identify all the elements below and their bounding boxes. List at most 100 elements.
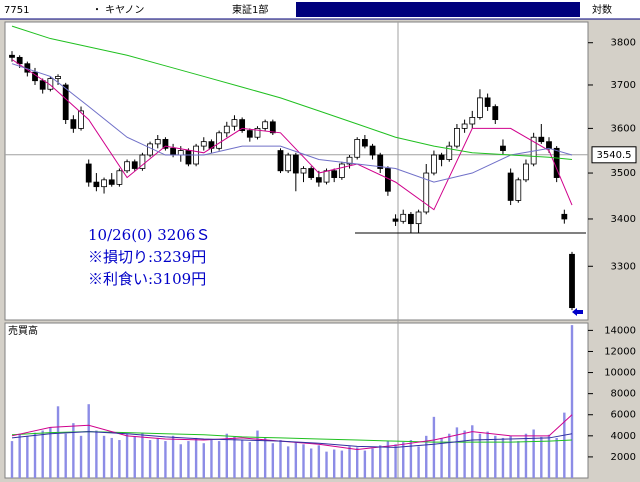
volume-bar: [110, 437, 113, 478]
volume-bar: [217, 441, 221, 478]
candle-body: [124, 161, 130, 172]
code: 7751: [4, 5, 29, 16]
volume-bar: [309, 448, 313, 478]
candle-body: [200, 141, 207, 147]
volume-bar: [440, 437, 443, 478]
annotation: ※損切り:3239円: [88, 248, 206, 266]
candle-body: [361, 139, 368, 147]
y-tick-label: 3600: [611, 123, 636, 134]
candle-body: [377, 154, 384, 169]
volume-bar: [95, 430, 98, 478]
candle-body: [507, 172, 514, 201]
volume-bar: [448, 433, 451, 478]
volume-bar: [478, 433, 482, 478]
y-tick-label: 4000: [611, 431, 636, 442]
candle-body: [438, 154, 445, 160]
volume-bar: [501, 437, 505, 478]
candle-body: [16, 56, 23, 65]
scale: 対数: [592, 3, 612, 16]
volume-bar: [532, 429, 535, 478]
volume-bar: [72, 423, 75, 478]
candle-body: [477, 97, 483, 118]
volume-bar: [356, 447, 359, 478]
volume-bar: [294, 442, 298, 478]
volume-bar: [18, 433, 21, 478]
candle-body: [400, 213, 407, 222]
candle-body: [154, 139, 161, 145]
candle-body: [108, 179, 115, 185]
candle-body: [246, 130, 253, 138]
volume-bar: [210, 438, 213, 478]
volume-bar: [348, 446, 351, 478]
candle-body: [131, 161, 138, 169]
y-tick-label: 3400: [611, 214, 636, 225]
arrow: [572, 308, 583, 316]
volume-bar: [240, 440, 244, 478]
volume-bar: [102, 435, 106, 478]
volume-bar: [540, 436, 543, 478]
volume-bar: [148, 440, 152, 478]
volume-bar: [279, 440, 282, 478]
volume-bar: [87, 404, 90, 478]
volume-bar: [547, 434, 551, 478]
candle-body: [523, 163, 529, 181]
volume-bar: [56, 406, 60, 478]
candle-body: [569, 253, 575, 309]
candle-body: [277, 150, 284, 172]
candle-body: [538, 136, 545, 143]
candle-body: [116, 170, 123, 185]
y-tick-label: 2000: [611, 452, 636, 463]
candle-body: [39, 80, 46, 90]
y-tick-label: 14000: [604, 325, 636, 336]
candle-body: [515, 179, 522, 201]
candle-body: [231, 119, 238, 127]
candle-body: [331, 170, 338, 178]
y-tick-label: 8000: [611, 389, 636, 400]
volume-bar: [570, 325, 574, 478]
candle-body: [254, 127, 261, 138]
volume-bar: [371, 448, 374, 478]
volume-bar: [271, 443, 275, 478]
volume-bar: [64, 433, 67, 478]
candle-body: [62, 84, 69, 121]
candle-body: [9, 54, 15, 58]
candle-body: [177, 150, 184, 156]
panel-title: 売買高: [8, 324, 38, 337]
volume-bar: [332, 449, 336, 478]
volume-bar: [26, 435, 29, 478]
header-band: [296, 2, 580, 17]
volume-bar: [171, 435, 175, 478]
candle-body: [170, 147, 176, 156]
volume-bar: [555, 437, 558, 478]
volume-bar: [118, 440, 121, 478]
volume-bar: [125, 433, 129, 478]
candle-body: [308, 168, 315, 178]
volume-bar: [233, 436, 236, 478]
volume-bar: [425, 435, 428, 478]
candle-body: [139, 154, 146, 169]
candle-body: [292, 154, 299, 174]
volume-bar: [141, 432, 144, 478]
volume-bar: [517, 441, 520, 478]
moving-average: [11, 63, 573, 183]
candle-body: [484, 97, 491, 107]
candle-body: [269, 121, 276, 134]
candle-body: [162, 139, 169, 149]
volume-bar: [524, 433, 528, 478]
candle-body: [408, 213, 414, 225]
candle-body: [223, 125, 230, 134]
candle-body: [354, 139, 361, 158]
candle-body: [85, 163, 92, 183]
candle-body: [285, 154, 292, 172]
candle-body: [239, 119, 246, 131]
candle-body: [338, 163, 345, 178]
candle-body: [147, 143, 153, 156]
candle-body: [469, 117, 476, 125]
moving-average: [11, 25, 573, 161]
candle-body: [346, 156, 353, 165]
volume-bar: [494, 435, 497, 478]
candle-body: [101, 179, 107, 188]
volume-bar: [187, 441, 190, 478]
volume-bar: [164, 441, 167, 478]
